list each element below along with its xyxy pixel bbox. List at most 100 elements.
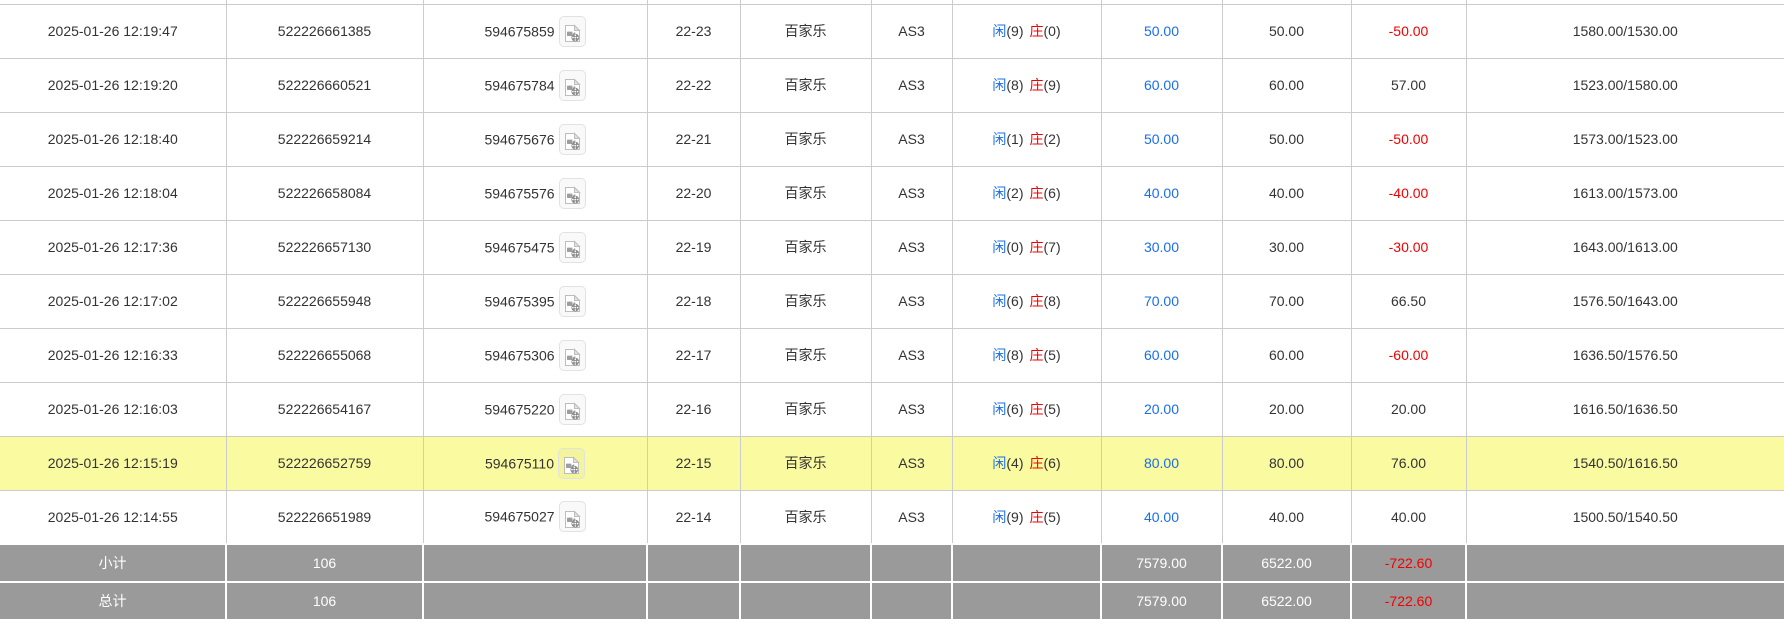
cell-game-no: 594675306 <box>422 327 648 383</box>
cell-round: 22-23 <box>646 3 741 59</box>
cell-round: 22-16 <box>646 381 741 437</box>
video-file-icon <box>564 132 581 150</box>
banker-label: 庄 <box>1029 293 1044 309</box>
player-result: 闲(6) <box>992 401 1023 417</box>
cell-round: 22-14 <box>646 489 741 545</box>
banker-points: (5) <box>1043 508 1061 525</box>
video-replay-button[interactable] <box>558 285 586 317</box>
video-file-icon <box>564 78 581 96</box>
cell-time: 2025-01-26 12:18:40 <box>0 111 227 167</box>
video-file-icon <box>564 510 581 528</box>
player-label: 闲 <box>992 239 1007 255</box>
cell-game-no: 594675220 <box>422 381 648 437</box>
banker-result: 庄(5) <box>1030 347 1061 363</box>
player-label: 闲 <box>992 455 1007 471</box>
cell-valid-amount: 70.00 <box>1221 273 1352 329</box>
cell-table: AS3 <box>870 3 953 59</box>
video-file-icon <box>564 456 580 474</box>
cell-table: AS3 <box>870 381 953 437</box>
video-replay-button[interactable] <box>558 123 586 155</box>
cell-game-no: 594675859 <box>422 3 648 59</box>
empty-cell <box>1465 543 1784 583</box>
player-points: (6) <box>1006 401 1024 417</box>
cell-game-type: 百家乐 <box>739 165 872 221</box>
cell-game-no: 594675027 <box>422 489 648 545</box>
cell-round: 22-20 <box>646 165 741 221</box>
player-result: 闲(0) <box>992 239 1023 255</box>
cell-valid-amount: 30.00 <box>1221 219 1352 275</box>
cell-bet-id: 522226652759 <box>225 435 424 491</box>
cell-result: 闲(8) 庄(5) <box>951 327 1102 383</box>
subtotal-valid: 6522.00 <box>1221 543 1352 583</box>
empty-cell <box>646 543 741 583</box>
cell-game-type: 百家乐 <box>739 273 872 329</box>
cell-bet-amount: 40.00 <box>1100 489 1223 545</box>
cell-game-type: 百家乐 <box>739 219 872 275</box>
subtotal-win-loss: -722.60 <box>1350 543 1467 583</box>
cell-result: 闲(4) 庄(6) <box>951 435 1102 491</box>
cell-game-no: 594675475 <box>422 219 648 275</box>
empty-cell <box>422 543 648 583</box>
cell-time: 2025-01-26 12:19:20 <box>0 57 227 113</box>
banker-result: 庄(6) <box>1030 185 1061 201</box>
video-file-icon <box>564 240 581 258</box>
cell-game-type: 百家乐 <box>739 3 872 59</box>
video-replay-button[interactable] <box>558 339 586 371</box>
cell-bet-id: 522226661385 <box>225 3 424 59</box>
player-label: 闲 <box>992 131 1007 147</box>
video-replay-button[interactable] <box>558 393 586 425</box>
cell-bet-id: 522226655948 <box>225 273 424 329</box>
cell-result: 闲(6) 庄(5) <box>951 381 1102 437</box>
player-label: 闲 <box>992 23 1007 39</box>
cell-win-loss: -30.00 <box>1350 219 1467 275</box>
banker-points: (0) <box>1043 23 1061 39</box>
cell-bet-amount: 70.00 <box>1100 273 1223 329</box>
cell-time: 2025-01-26 12:19:47 <box>0 3 227 59</box>
player-points: (8) <box>1006 77 1024 93</box>
player-points: (0) <box>1006 239 1024 255</box>
cell-game-type: 百家乐 <box>739 57 872 113</box>
banker-points: (7) <box>1043 239 1061 255</box>
game-number: 594675027 <box>484 508 555 525</box>
cell-table: AS3 <box>870 273 953 329</box>
video-replay-button[interactable] <box>558 447 586 479</box>
cell-valid-amount: 50.00 <box>1221 3 1352 59</box>
cell-valid-amount: 40.00 <box>1221 489 1352 545</box>
game-number: 594675220 <box>484 401 555 417</box>
table-row: 2025-01-26 12:16:03 522226654167 5946752… <box>0 381 1784 437</box>
grand-total-bet: 7579.00 <box>1100 581 1223 621</box>
banker-label: 庄 <box>1029 131 1044 147</box>
banker-points: (9) <box>1043 77 1061 93</box>
cell-valid-amount: 50.00 <box>1221 111 1352 167</box>
player-label: 闲 <box>992 401 1007 417</box>
video-replay-button[interactable] <box>558 501 586 533</box>
video-replay-button[interactable] <box>558 69 586 101</box>
table-row: 2025-01-26 12:18:40 522226659214 5946756… <box>0 111 1784 167</box>
subtotal-row: 小计 106 7579.00 6522.00 -722.60 <box>0 543 1784 583</box>
cell-win-loss: 20.00 <box>1350 381 1467 437</box>
cell-balance: 1576.50/1643.00 <box>1465 273 1784 329</box>
table-row: 2025-01-26 12:18:04 522226658084 5946755… <box>0 165 1784 221</box>
cell-bet-amount: 60.00 <box>1100 57 1223 113</box>
cell-table: AS3 <box>870 219 953 275</box>
video-replay-button[interactable] <box>558 177 586 209</box>
video-file-icon <box>564 186 581 204</box>
cell-win-loss: 57.00 <box>1350 57 1467 113</box>
banker-label: 庄 <box>1029 239 1044 255</box>
cell-win-loss: -50.00 <box>1350 3 1467 59</box>
video-replay-button[interactable] <box>558 231 586 263</box>
grand-total-win-loss: -722.60 <box>1350 581 1467 621</box>
cell-balance: 1613.00/1573.00 <box>1465 165 1784 221</box>
empty-cell <box>1465 581 1784 621</box>
player-result: 闲(8) <box>992 347 1023 363</box>
video-replay-button[interactable] <box>558 15 586 47</box>
banker-label: 庄 <box>1029 455 1044 471</box>
player-label: 闲 <box>992 347 1007 363</box>
player-label: 闲 <box>992 185 1007 201</box>
cell-win-loss: -50.00 <box>1350 111 1467 167</box>
table-row: 2025-01-26 12:16:33 522226655068 5946753… <box>0 327 1784 383</box>
cell-time: 2025-01-26 12:18:04 <box>0 165 227 221</box>
cell-bet-amount: 40.00 <box>1100 165 1223 221</box>
cell-result: 闲(9) 庄(5) <box>951 489 1102 545</box>
video-file-icon <box>564 348 581 366</box>
